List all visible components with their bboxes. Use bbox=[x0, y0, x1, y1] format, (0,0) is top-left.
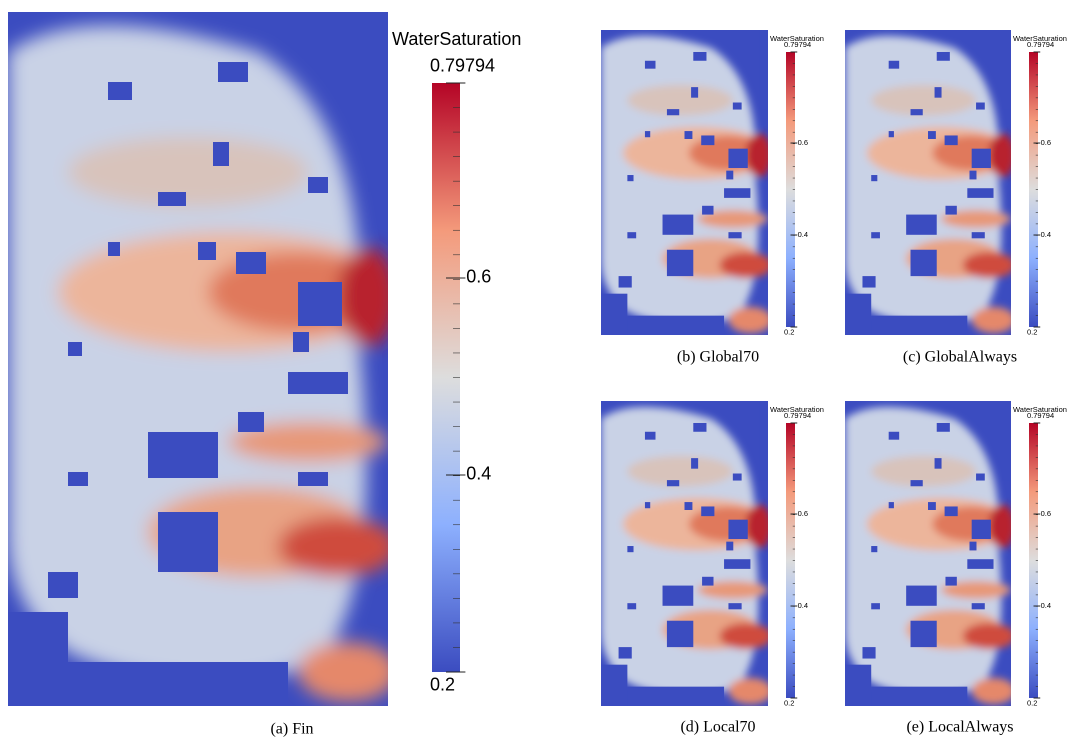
colorbar-tick-label: 0.2 bbox=[430, 674, 455, 694]
colorbar-tick-label: 0.79794 bbox=[1027, 40, 1054, 49]
colorbar-tick-label: 0.79794 bbox=[784, 40, 811, 49]
colorbar-tick-label: 0.2 bbox=[1027, 699, 1037, 708]
caption: (c) GlobalAlways bbox=[903, 349, 1017, 366]
saturation-field bbox=[601, 401, 772, 706]
colorbar-tick-label: 0.2 bbox=[1027, 328, 1037, 337]
colorbar-tick-label: 0.79794 bbox=[784, 411, 811, 420]
caption: (e) LocalAlways bbox=[906, 719, 1013, 736]
saturation-field bbox=[845, 401, 1015, 706]
colorbar-tick-label: 0.6 bbox=[466, 267, 491, 287]
saturation-field bbox=[8, 12, 398, 706]
colorbar-tick-label: 0.4 bbox=[466, 464, 491, 484]
colorbar-tick-label: 0.79794 bbox=[1027, 411, 1054, 420]
colorbar-title: WaterSaturation bbox=[1013, 405, 1067, 414]
colorbar-tick-label: 0.4 bbox=[1041, 601, 1051, 610]
saturation-field bbox=[601, 30, 772, 335]
panel: WaterSaturation 0.2 0.4 0.6 0.79794 (c) Globa… bbox=[845, 30, 1067, 366]
colorbar-title: WaterSaturation bbox=[770, 405, 824, 414]
saturation-field bbox=[845, 30, 1015, 335]
colorbar bbox=[786, 423, 795, 698]
panel: WaterSaturation 0.2 0.4 0.6 0.79794 (a) Fin bbox=[8, 12, 521, 738]
colorbar bbox=[1029, 423, 1038, 698]
colorbar-tick-label: 0.4 bbox=[798, 601, 808, 610]
colorbar-tick-label: 0.4 bbox=[798, 230, 808, 239]
colorbar-title: WaterSaturation bbox=[770, 34, 824, 43]
panel: WaterSaturation 0.2 0.4 0.6 0.79794 (e) Local… bbox=[845, 401, 1067, 736]
colorbar bbox=[786, 52, 795, 327]
colorbar-tick-label: 0.6 bbox=[798, 138, 808, 147]
colorbar-tick-label: 0.4 bbox=[1041, 230, 1051, 239]
caption: (d) Local70 bbox=[680, 719, 755, 736]
colorbar-title: WaterSaturation bbox=[392, 29, 521, 49]
colorbar-tick-label: 0.79794 bbox=[430, 56, 495, 76]
colorbar-title: WaterSaturation bbox=[1013, 34, 1067, 43]
panel: WaterSaturation 0.2 0.4 0.6 0.79794 (d) Local… bbox=[601, 401, 824, 736]
caption: (a) Fin bbox=[270, 721, 313, 738]
caption: (b) Global70 bbox=[677, 349, 759, 366]
colorbar bbox=[1029, 52, 1038, 327]
colorbar-tick-label: 0.6 bbox=[798, 509, 808, 518]
colorbar-tick-label: 0.6 bbox=[1041, 509, 1051, 518]
colorbar-tick-label: 0.2 bbox=[784, 328, 794, 337]
colorbar-tick-label: 0.2 bbox=[784, 699, 794, 708]
colorbar-tick-label: 0.6 bbox=[1041, 138, 1051, 147]
panel: WaterSaturation 0.2 0.4 0.6 0.79794 (b) Globa… bbox=[601, 30, 824, 366]
